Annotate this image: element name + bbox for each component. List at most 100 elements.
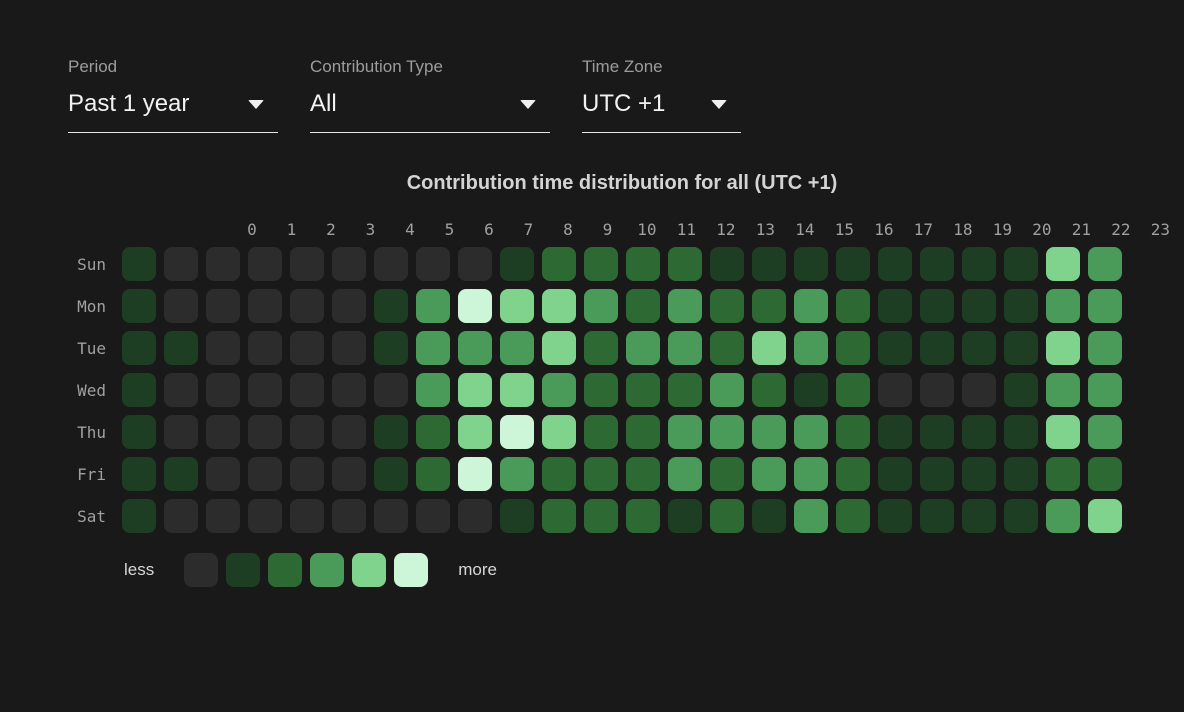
- heatmap-cell: [836, 457, 870, 491]
- heatmap-cell: [1004, 415, 1038, 449]
- heatmap-cell: [332, 373, 366, 407]
- period-label: Period: [68, 57, 118, 76]
- hour-labels-row: 0 1 2 3 4 5 6 7 8 9 10 11 12 13 14 15 16 17 18 19 20 21 22 23: [122, 220, 1184, 239]
- contribution-heatmap: 0 1 2 3 4 5 6 7 8 9 10 11 12 13 14 15 16 17 18 19 20 21 22 23 S…: [0, 220, 1184, 537]
- heatmap-cell: [1088, 331, 1122, 365]
- hour-label: 11: [676, 220, 697, 239]
- heatmap-cell: [206, 289, 240, 323]
- chevron-down-icon: [711, 99, 727, 109]
- heatmap-cell: [164, 247, 198, 281]
- heatmap-cell: [332, 499, 366, 533]
- heatmap-cell: [458, 415, 492, 449]
- heatmap-cell: [500, 331, 534, 365]
- heatmap-cell: [752, 415, 786, 449]
- heatmap-cell: [164, 289, 198, 323]
- heatmap-cell: [122, 331, 156, 365]
- heatmap-cell: [794, 499, 828, 533]
- heatmap-cell: [206, 247, 240, 281]
- period-value: Past 1 year: [68, 90, 190, 117]
- heatmap-cell: [668, 247, 702, 281]
- heatmap-cell: [920, 499, 954, 533]
- hour-label: 22: [1111, 220, 1131, 239]
- chevron-down-icon: [248, 99, 264, 109]
- heatmap-cell: [542, 331, 576, 365]
- time-zone-dropdown[interactable]: UTC +1: [582, 88, 741, 133]
- day-label: Tue: [77, 338, 106, 358]
- heatmap-cell: [122, 247, 156, 281]
- heatmap-cell: [374, 247, 408, 281]
- heatmap-cell: [1004, 331, 1038, 365]
- heatmap-cell: [122, 499, 156, 533]
- heatmap-cell: [1046, 289, 1080, 323]
- hour-label: 12: [716, 220, 736, 239]
- heatmap-cell: [374, 499, 408, 533]
- hour-label: 1: [286, 220, 297, 239]
- heatmap-cell: [1088, 415, 1122, 449]
- heatmap-cell: [164, 457, 198, 491]
- day-label: Mon: [77, 296, 106, 316]
- heatmap-cell: [1004, 457, 1038, 491]
- heatmap-row: Sun: [0, 243, 1184, 285]
- heatmap-cell: [332, 289, 366, 323]
- heatmap-cell: [500, 499, 534, 533]
- heatmap-cell: [248, 247, 282, 281]
- heatmap-cell: [290, 457, 324, 491]
- heatmap-cell: [668, 415, 702, 449]
- heatmap-cell: [458, 499, 492, 533]
- heatmap-cell: [920, 373, 954, 407]
- heatmap-row: Tue: [0, 327, 1184, 369]
- heatmap-cell: [878, 415, 912, 449]
- heatmap-cell: [836, 373, 870, 407]
- heatmap-cell: [752, 289, 786, 323]
- heatmap-cell: [248, 457, 282, 491]
- heatmap-cell: [290, 289, 324, 323]
- heatmap-cell: [248, 289, 282, 323]
- hour-label: 5: [444, 220, 455, 239]
- heatmap-cell: [668, 499, 702, 533]
- hour-label: 2: [326, 220, 336, 239]
- heatmap-cell: [416, 247, 450, 281]
- heatmap-cell: [710, 415, 744, 449]
- legend-swatch: [394, 553, 429, 587]
- heatmap-cell: [710, 499, 744, 533]
- chart-title: Contribution time distribution for all (…: [406, 172, 838, 194]
- heatmap-cell: [164, 373, 198, 407]
- heatmap-cell: [710, 373, 744, 407]
- chevron-down-icon: [520, 99, 536, 109]
- heatmap-cell: [164, 331, 198, 365]
- heatmap-cell: [1046, 373, 1080, 407]
- heatmap-cell: [1046, 247, 1080, 281]
- heatmap-cell: [584, 415, 618, 449]
- heatmap-cell: [626, 289, 660, 323]
- heatmap-cell: [878, 373, 912, 407]
- heatmap-cell: [668, 373, 702, 407]
- period-dropdown[interactable]: Past 1 year: [68, 88, 278, 133]
- heatmap-cell: [500, 373, 534, 407]
- legend-swatch: [310, 553, 345, 587]
- heatmap-cell: [962, 289, 996, 323]
- heatmap-cell: [668, 331, 702, 365]
- heatmap-cell: [626, 247, 660, 281]
- contribution-type-dropdown[interactable]: All: [310, 88, 550, 133]
- legend-more-label: more: [458, 560, 497, 579]
- heatmap-cell: [248, 331, 282, 365]
- heatmap-cell: [248, 499, 282, 533]
- heatmap-cell: [248, 415, 282, 449]
- heatmap-row: Thu: [0, 411, 1184, 453]
- heatmap-cell: [542, 457, 576, 491]
- heatmap-cell: [626, 499, 660, 533]
- time-zone-label: Time Zone: [582, 57, 663, 76]
- day-label: Wed: [77, 380, 106, 400]
- time-zone-filter-group: Time Zone UTC +1: [582, 56, 741, 133]
- heatmap-cell: [1088, 373, 1122, 407]
- day-label: Fri: [77, 464, 106, 484]
- heatmap-cell: [542, 289, 576, 323]
- heatmap-cell: [1046, 331, 1080, 365]
- heatmap-cell: [584, 457, 618, 491]
- heatmap-cell: [374, 289, 408, 323]
- hour-label: 23: [1150, 220, 1171, 239]
- heatmap-cell: [1046, 499, 1080, 533]
- heatmap-cell: [584, 373, 618, 407]
- heatmap-cell: [1004, 289, 1038, 323]
- heatmap-cell: [920, 415, 954, 449]
